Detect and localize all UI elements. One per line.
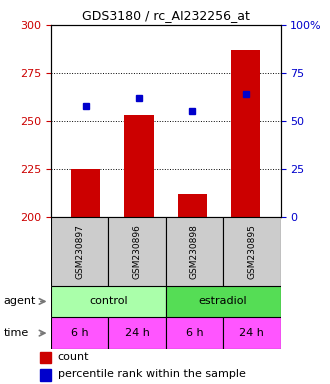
Text: GSM230896: GSM230896 xyxy=(133,224,142,279)
Text: GSM230898: GSM230898 xyxy=(190,224,199,279)
Text: GSM230895: GSM230895 xyxy=(247,224,256,279)
Text: GSM230897: GSM230897 xyxy=(75,224,84,279)
Text: estradiol: estradiol xyxy=(199,296,248,306)
Bar xyxy=(109,217,166,286)
Bar xyxy=(166,217,223,286)
Text: 6 h: 6 h xyxy=(71,328,89,338)
Bar xyxy=(223,317,280,349)
Text: count: count xyxy=(58,352,89,362)
Bar xyxy=(51,317,109,349)
Bar xyxy=(40,352,51,363)
Text: control: control xyxy=(89,296,128,306)
Bar xyxy=(231,50,260,217)
Bar xyxy=(109,317,166,349)
Text: 6 h: 6 h xyxy=(186,328,203,338)
Bar xyxy=(51,217,109,286)
Bar xyxy=(178,194,207,217)
Title: GDS3180 / rc_AI232256_at: GDS3180 / rc_AI232256_at xyxy=(82,9,250,22)
Bar xyxy=(166,317,223,349)
Bar xyxy=(71,169,101,217)
Bar xyxy=(51,286,166,317)
Bar xyxy=(166,286,280,317)
Text: percentile rank within the sample: percentile rank within the sample xyxy=(58,369,246,379)
Bar xyxy=(40,369,51,381)
Bar xyxy=(124,115,154,217)
Text: 24 h: 24 h xyxy=(125,328,149,338)
Bar xyxy=(223,217,280,286)
Text: time: time xyxy=(3,328,29,338)
Text: 24 h: 24 h xyxy=(239,328,264,338)
Text: agent: agent xyxy=(3,296,36,306)
